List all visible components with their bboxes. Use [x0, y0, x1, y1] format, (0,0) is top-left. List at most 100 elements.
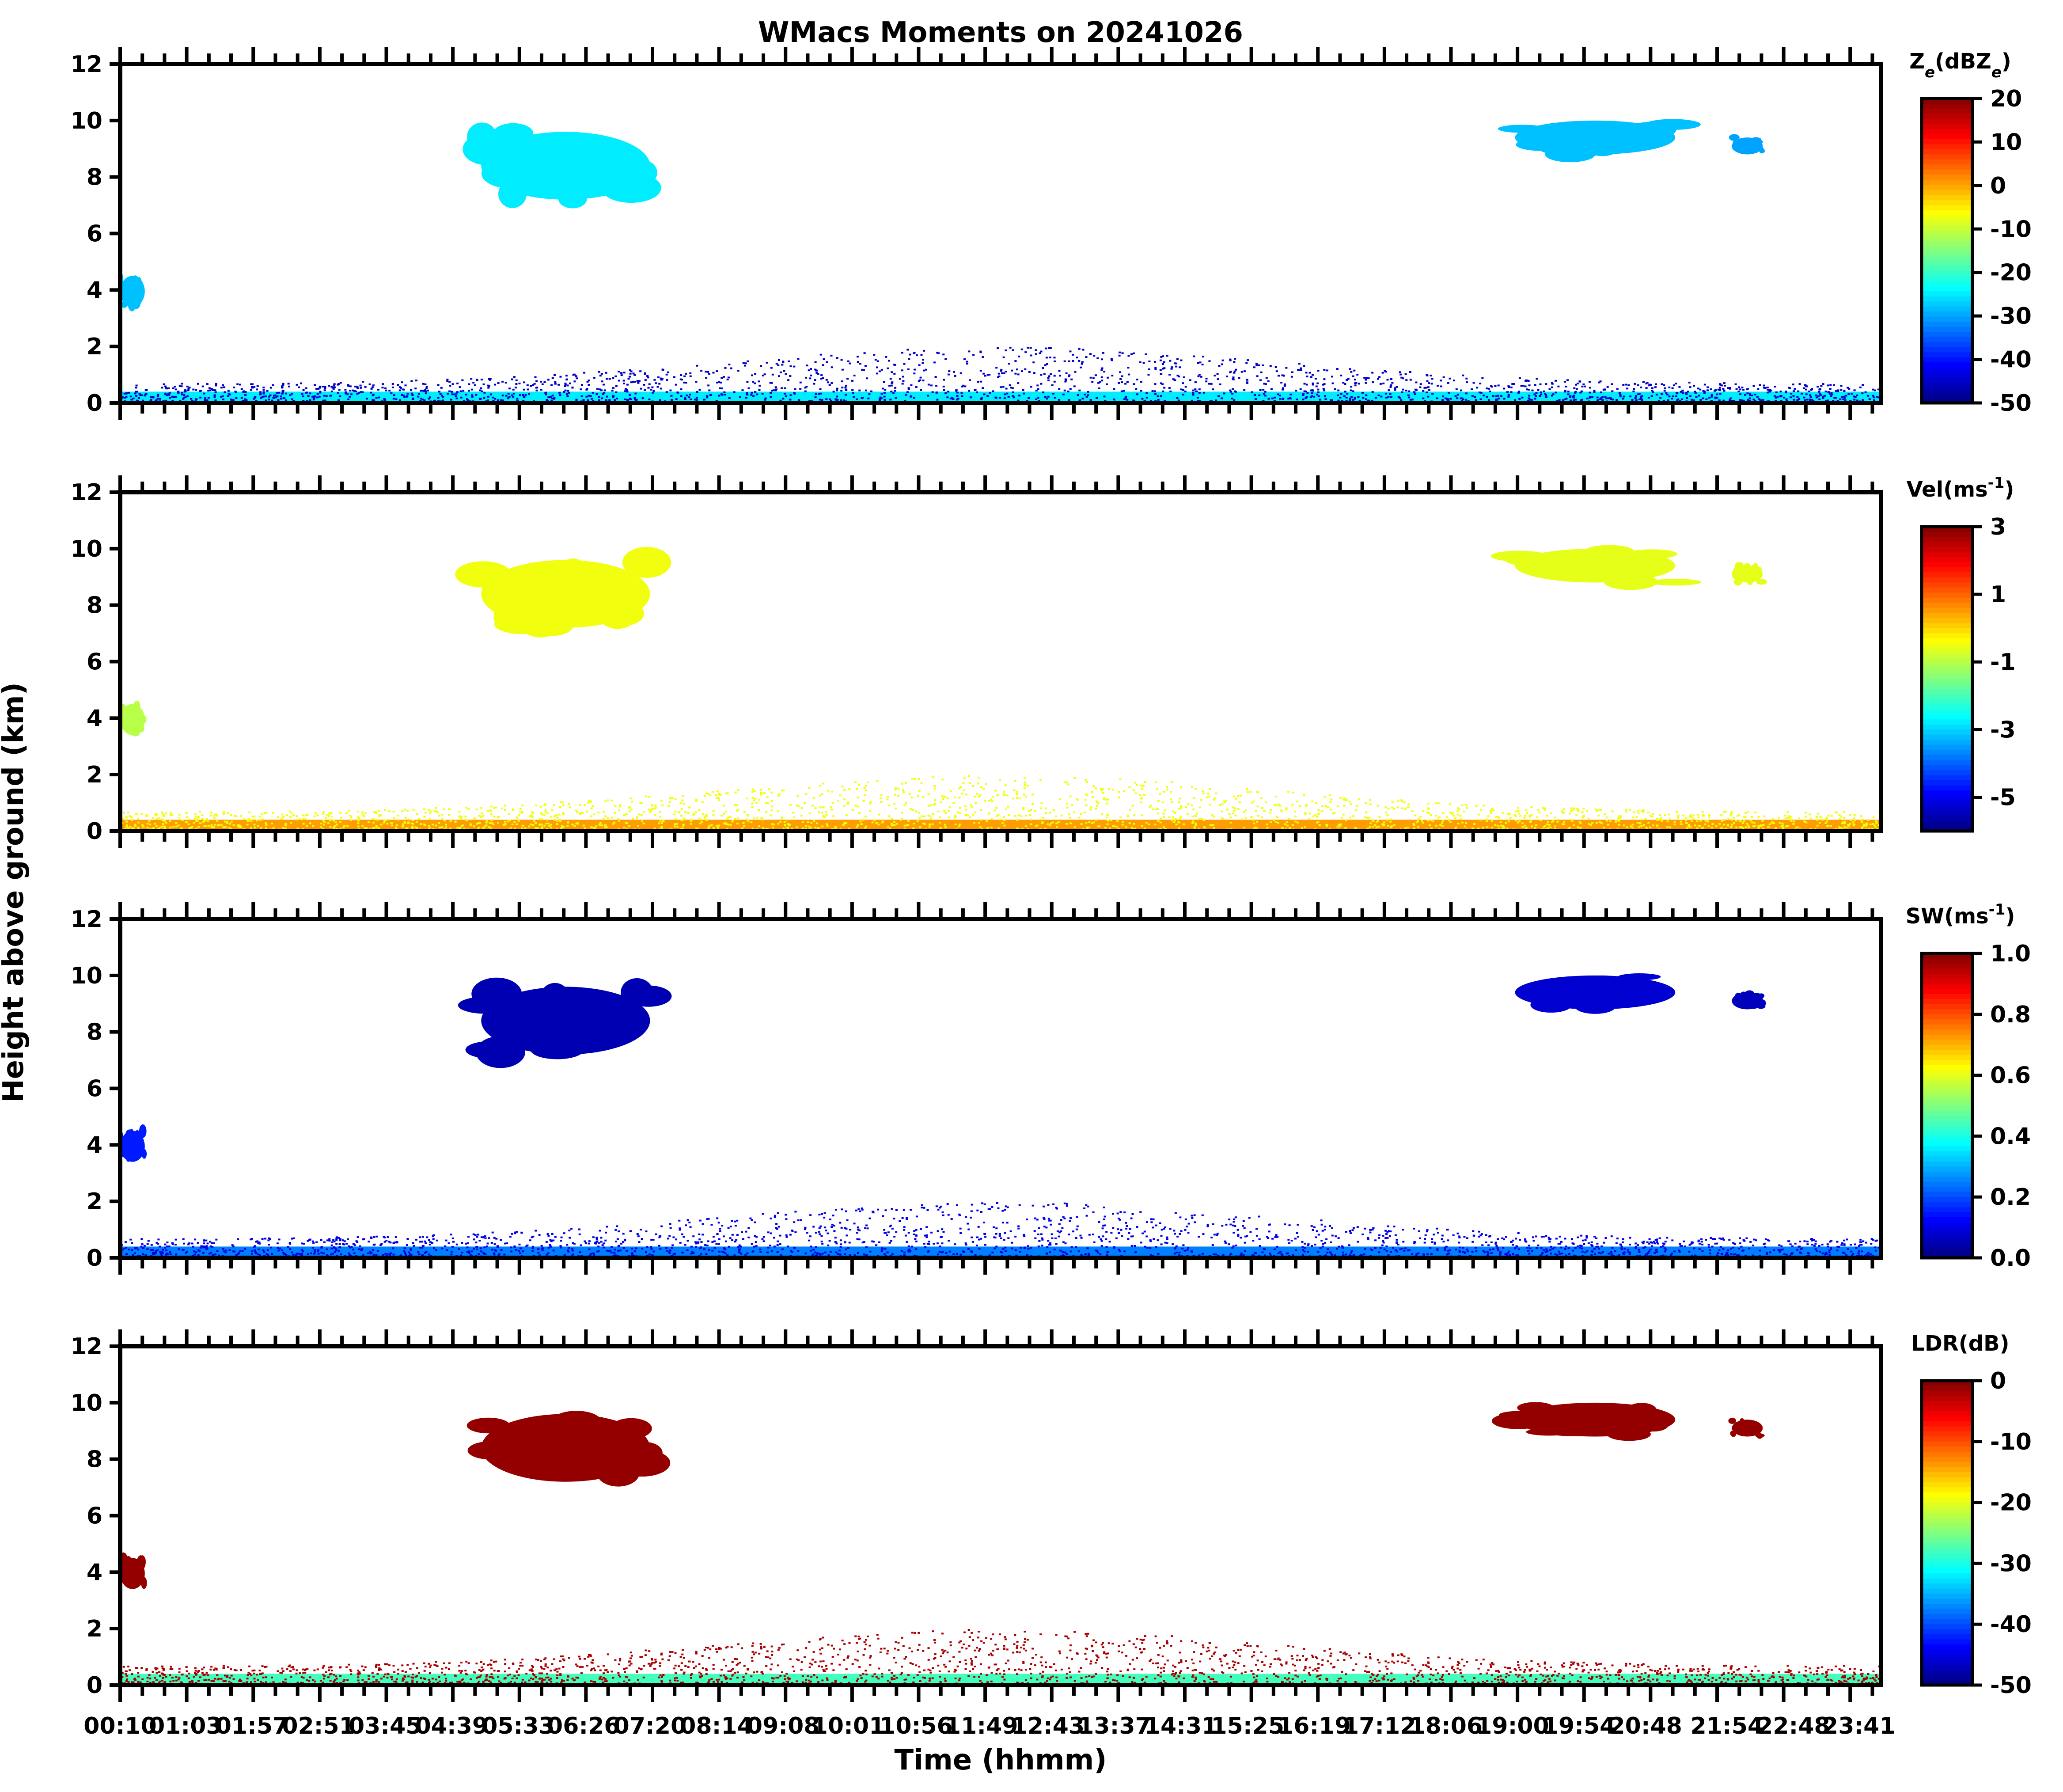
echo-dot	[193, 818, 196, 820]
echo-dot	[478, 827, 480, 829]
echo-dot	[1372, 381, 1374, 383]
echo-dot	[1057, 821, 1060, 823]
echo-dot	[540, 380, 542, 383]
echo-dot	[1016, 819, 1019, 821]
echo-dot	[593, 377, 595, 379]
echo-dot	[1139, 784, 1142, 786]
echo-dot	[1345, 799, 1348, 801]
echo-dot	[451, 383, 454, 385]
echo-dot	[1066, 823, 1068, 825]
echo-dot	[954, 796, 956, 798]
echo-dot	[1641, 810, 1643, 812]
echo-dot	[629, 372, 632, 375]
echo-dot	[345, 812, 348, 814]
echo-dot	[1239, 794, 1242, 797]
echo-dot	[356, 810, 359, 812]
echo-dot	[282, 390, 284, 392]
echo-dot	[964, 805, 967, 808]
echo-dot	[1378, 376, 1381, 378]
echo-dot	[1294, 816, 1297, 818]
echo-dot	[659, 399, 661, 401]
echo-dot	[1289, 393, 1292, 395]
echo-dot	[1619, 395, 1622, 398]
echo-dot	[250, 827, 252, 829]
echo-dot	[845, 814, 848, 816]
echo-dot	[243, 818, 246, 820]
echo-dot	[1141, 398, 1144, 400]
echo-dot	[1453, 380, 1455, 382]
echo-dot	[770, 809, 773, 812]
echo-dot	[1673, 821, 1676, 823]
echo-dot	[448, 390, 451, 392]
echo-dot	[875, 822, 878, 824]
echo-dot	[1833, 384, 1835, 386]
echo-dot	[1213, 799, 1215, 801]
echo-dot	[1501, 828, 1504, 829]
echo-dot	[1803, 820, 1805, 823]
echo-dot	[865, 790, 867, 792]
echo-dot	[1687, 825, 1690, 828]
echo-dot	[429, 812, 432, 814]
echo-dot	[642, 822, 645, 824]
echo-dot	[1719, 393, 1722, 395]
echo-dot	[323, 824, 325, 826]
echo-dot	[1022, 808, 1025, 810]
echo-dot	[935, 385, 938, 387]
echo-dot	[1725, 810, 1727, 812]
echo-dot	[328, 812, 330, 815]
echo-dot	[424, 824, 426, 826]
echo-dot	[1411, 810, 1414, 812]
echo-dot	[626, 389, 628, 391]
echo-dot	[1310, 389, 1312, 391]
echo-dot	[1282, 375, 1285, 377]
echo-dot	[602, 393, 604, 395]
echo-dot	[338, 389, 341, 391]
echo-dot	[1456, 810, 1459, 812]
echo-dot	[842, 399, 845, 402]
echo-dot	[1609, 820, 1612, 822]
echo-dot	[1719, 384, 1722, 386]
echo-dot	[980, 786, 983, 788]
echo-dot	[186, 395, 189, 397]
echo-dot	[1155, 809, 1157, 811]
echo-dot	[347, 385, 350, 387]
echo-dot	[1498, 397, 1500, 399]
echo-dot	[1647, 822, 1650, 824]
echo-dot	[931, 391, 934, 393]
echo-dot	[1375, 826, 1378, 828]
echo-dot	[623, 372, 626, 374]
echo-dot	[1003, 819, 1006, 821]
echo-dot	[1202, 819, 1205, 821]
echo-dot	[918, 817, 921, 819]
echo-dot	[1390, 826, 1392, 828]
echo-dot	[1081, 363, 1083, 365]
echo-dot	[1719, 383, 1722, 385]
echo-dot	[1498, 828, 1500, 830]
echo-dot	[1494, 824, 1497, 826]
echo-dot	[539, 823, 542, 825]
echo-dot	[1095, 819, 1097, 821]
echo-dot	[1486, 396, 1488, 398]
echo-dot	[612, 396, 614, 398]
echo-dot	[863, 352, 866, 354]
echo-dot	[465, 806, 468, 809]
echo-dot	[1458, 808, 1460, 810]
echo-dot	[1792, 383, 1794, 386]
echo-dot	[480, 807, 482, 809]
echo-dot	[1865, 822, 1868, 824]
echo-dot	[1358, 798, 1361, 801]
echo-dot	[724, 367, 727, 369]
echo-dot	[204, 397, 207, 399]
echo-dot	[1720, 814, 1723, 816]
echo-dot	[751, 797, 754, 799]
echo-dot	[1039, 352, 1041, 354]
echo-dot	[725, 793, 728, 795]
echo-dot	[508, 396, 511, 398]
echo-dot	[328, 385, 330, 387]
echo-dot	[683, 817, 686, 820]
echo-dot	[212, 815, 215, 817]
echo-dot	[1794, 388, 1796, 390]
echo-dot	[752, 788, 755, 790]
echo-dot	[348, 809, 350, 812]
